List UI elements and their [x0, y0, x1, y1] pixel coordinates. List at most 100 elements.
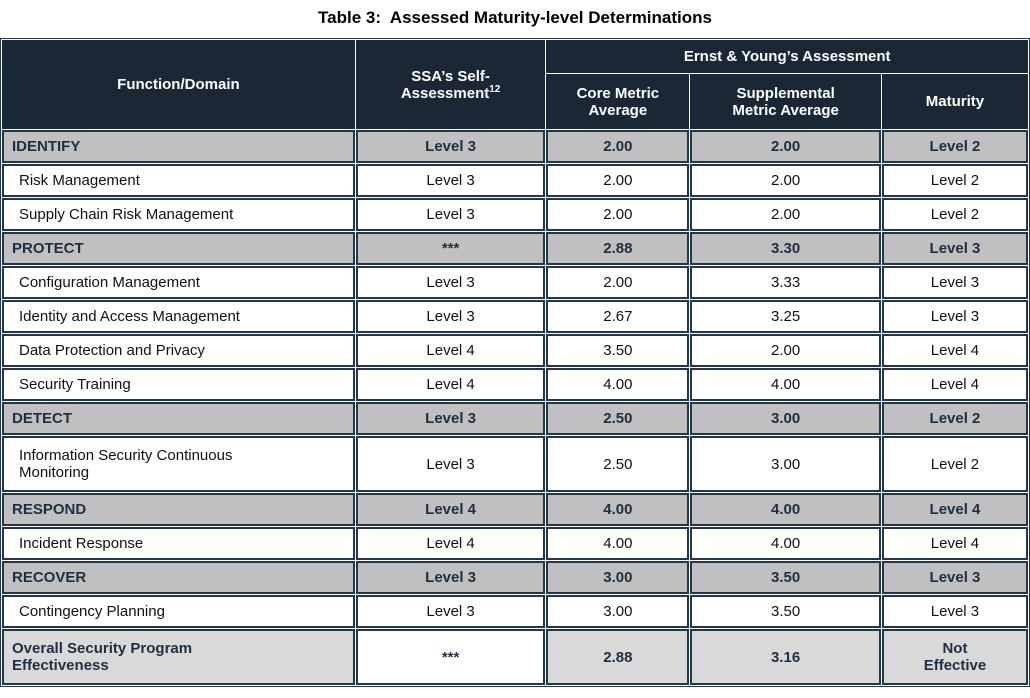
- column-header-maturity: Maturity: [881, 74, 1028, 129]
- function-domain-cell: RECOVER: [2, 561, 355, 594]
- function-domain-cell: PROTECT: [2, 232, 355, 265]
- function-domain-cell: Supply Chain Risk Management: [2, 198, 355, 231]
- core-metric-cell: 2.00: [546, 198, 690, 231]
- table-body: IDENTIFY Level 3 2.00 2.00 Level 2 Risk …: [2, 130, 1028, 685]
- function-domain-cell: Risk Management: [2, 164, 355, 197]
- core-metric-cell: 4.00: [546, 368, 690, 401]
- core-metric-cell: 3.00: [546, 561, 690, 594]
- table-row-recover: RECOVER Level 3 3.00 3.50 Level 3: [2, 561, 1028, 594]
- function-domain-cell: RESPOND: [2, 493, 355, 526]
- function-domain-cell: Incident Response: [2, 527, 355, 560]
- table-row-identity-and-access-management: Identity and Access Management Level 3 2…: [2, 300, 1028, 333]
- table-row-overall-security-program-effectiveness: Overall Security Program Effectiveness *…: [2, 629, 1028, 685]
- maturity-cell: Level 2: [881, 130, 1028, 163]
- header-sub-row: Core Metric Average Supplemental Metric …: [2, 74, 1028, 129]
- maturity-cell: Level 4: [881, 334, 1028, 367]
- table-row-configuration-management: Configuration Management Level 3 2.00 3.…: [2, 266, 1028, 299]
- function-domain-cell: Data Protection and Privacy: [2, 334, 355, 367]
- ssa-cell: Level 4: [355, 493, 546, 526]
- core-metric-cell: 2.88: [546, 232, 690, 265]
- column-header-supplemental-metric-average: Supplemental Metric Average: [690, 74, 881, 129]
- table-row-protect: PROTECT *** 2.88 3.30 Level 3: [2, 232, 1028, 265]
- core-metric-cell: 2.67: [546, 300, 690, 333]
- table-row-risk-management: Risk Management Level 3 2.00 2.00 Level …: [2, 164, 1028, 197]
- function-domain-cell: Overall Security Program Effectiveness: [2, 629, 355, 685]
- maturity-cell: Level 2: [881, 436, 1028, 492]
- supplemental-metric-cell: 2.00: [690, 198, 881, 231]
- table-row-security-training: Security Training Level 4 4.00 4.00 Leve…: [2, 368, 1028, 401]
- header-group-row: Function/Domain SSA’s Self- Assessment12 …: [2, 40, 1028, 129]
- table-row-incident-response: Incident Response Level 4 4.00 4.00 Leve…: [2, 527, 1028, 560]
- core-metric-cell: 2.00: [546, 164, 690, 197]
- maturity-cell: Level 4: [881, 527, 1028, 560]
- core-metric-cell: 2.88: [546, 629, 690, 685]
- table-row-supply-chain-risk-management: Supply Chain Risk Management Level 3 2.0…: [2, 198, 1028, 231]
- footnote-superscript: 12: [489, 83, 501, 95]
- ssa-cell: Level 3: [355, 164, 546, 197]
- ssa-cell: Level 3: [355, 561, 546, 594]
- core-metric-cell: 4.00: [546, 493, 690, 526]
- table-row-information-security-continuous-monitoring: Information Security Continuous Monitori…: [2, 436, 1028, 492]
- column-header-function-domain: Function/Domain: [2, 40, 355, 129]
- maturity-cell: Level 4: [881, 493, 1028, 526]
- function-domain-cell: Configuration Management: [2, 266, 355, 299]
- maturity-cell: Level 2: [881, 164, 1028, 197]
- ssa-cell: Level 3: [355, 436, 546, 492]
- function-domain-cell: IDENTIFY: [2, 130, 355, 163]
- supplemental-metric-cell: 2.00: [690, 334, 881, 367]
- supplemental-metric-cell: 4.00: [690, 368, 881, 401]
- maturity-cell: Level 3: [881, 232, 1028, 265]
- page-title: Table 3: Assessed Maturity-level Determi…: [318, 8, 712, 27]
- core-metric-cell: 2.50: [546, 402, 690, 435]
- supplemental-metric-cell: 3.16: [690, 629, 881, 685]
- maturity-cell: Not Effective: [881, 629, 1028, 685]
- supplemental-metric-cell: 3.00: [690, 402, 881, 435]
- supplemental-metric-cell: 3.00: [690, 436, 881, 492]
- table-row-detect: DETECT Level 3 2.50 3.00 Level 2: [2, 402, 1028, 435]
- core-metric-cell: 2.00: [546, 266, 690, 299]
- supplemental-metric-cell: 3.30: [690, 232, 881, 265]
- core-metric-cell: 4.00: [546, 527, 690, 560]
- supplemental-metric-cell: 3.50: [690, 595, 881, 628]
- ssa-cell: Level 4: [355, 527, 546, 560]
- column-header-core-metric-average: Core Metric Average: [546, 74, 690, 129]
- table-row-contingency-planning: Contingency Planning Level 3 3.00 3.50 L…: [2, 595, 1028, 628]
- ssa-cell: Level 3: [355, 198, 546, 231]
- ssa-cell: Level 3: [355, 595, 546, 628]
- supplemental-metric-cell: 3.33: [690, 266, 881, 299]
- ssa-cell: ***: [355, 232, 546, 265]
- core-metric-cell: 2.00: [546, 130, 690, 163]
- core-metric-cell: 3.50: [546, 334, 690, 367]
- maturity-cell: Level 3: [881, 595, 1028, 628]
- ssa-header-line1: SSA’s Self-: [411, 67, 490, 85]
- ssa-header-line2: Assessment: [400, 84, 490, 102]
- supplemental-metric-cell: 3.50: [690, 561, 881, 594]
- ssa-cell: Level 4: [355, 334, 546, 367]
- table-row-respond: RESPOND Level 4 4.00 4.00 Level 4: [2, 493, 1028, 526]
- core-metric-cell: 2.50: [546, 436, 690, 492]
- ssa-cell: Level 3: [355, 402, 546, 435]
- ssa-cell: Level 4: [355, 368, 546, 401]
- column-header-ssa-self-assessment: SSA’s Self- Assessment12: [355, 40, 546, 129]
- ssa-cell: Level 3: [355, 300, 546, 333]
- supplemental-metric-cell: 2.00: [690, 164, 881, 197]
- ssa-cell: Level 3: [355, 266, 546, 299]
- core-metric-cell: 3.00: [546, 595, 690, 628]
- maturity-table: Function/Domain SSA’s Self- Assessment12 …: [0, 38, 1030, 687]
- table-header: Function/Domain SSA’s Self- Assessment12 …: [2, 40, 1028, 129]
- maturity-cell: Level 3: [881, 266, 1028, 299]
- table-row-data-protection-and-privacy: Data Protection and Privacy Level 4 3.50…: [2, 334, 1028, 367]
- column-group-header-ey-assessment: Ernst & Young’s Assessment: [546, 40, 1028, 73]
- maturity-cell: Level 2: [881, 198, 1028, 231]
- supplemental-metric-cell: 4.00: [690, 493, 881, 526]
- supplemental-metric-cell: 3.25: [690, 300, 881, 333]
- maturity-cell: Level 2: [881, 402, 1028, 435]
- maturity-cell: Level 3: [881, 300, 1028, 333]
- maturity-cell: Level 3: [881, 561, 1028, 594]
- function-domain-cell: Contingency Planning: [2, 595, 355, 628]
- ssa-cell: ***: [355, 629, 546, 685]
- supplemental-metric-cell: 2.00: [690, 130, 881, 163]
- supplemental-metric-cell: 4.00: [690, 527, 881, 560]
- ssa-cell: Level 3: [355, 130, 546, 163]
- function-domain-cell: Identity and Access Management: [2, 300, 355, 333]
